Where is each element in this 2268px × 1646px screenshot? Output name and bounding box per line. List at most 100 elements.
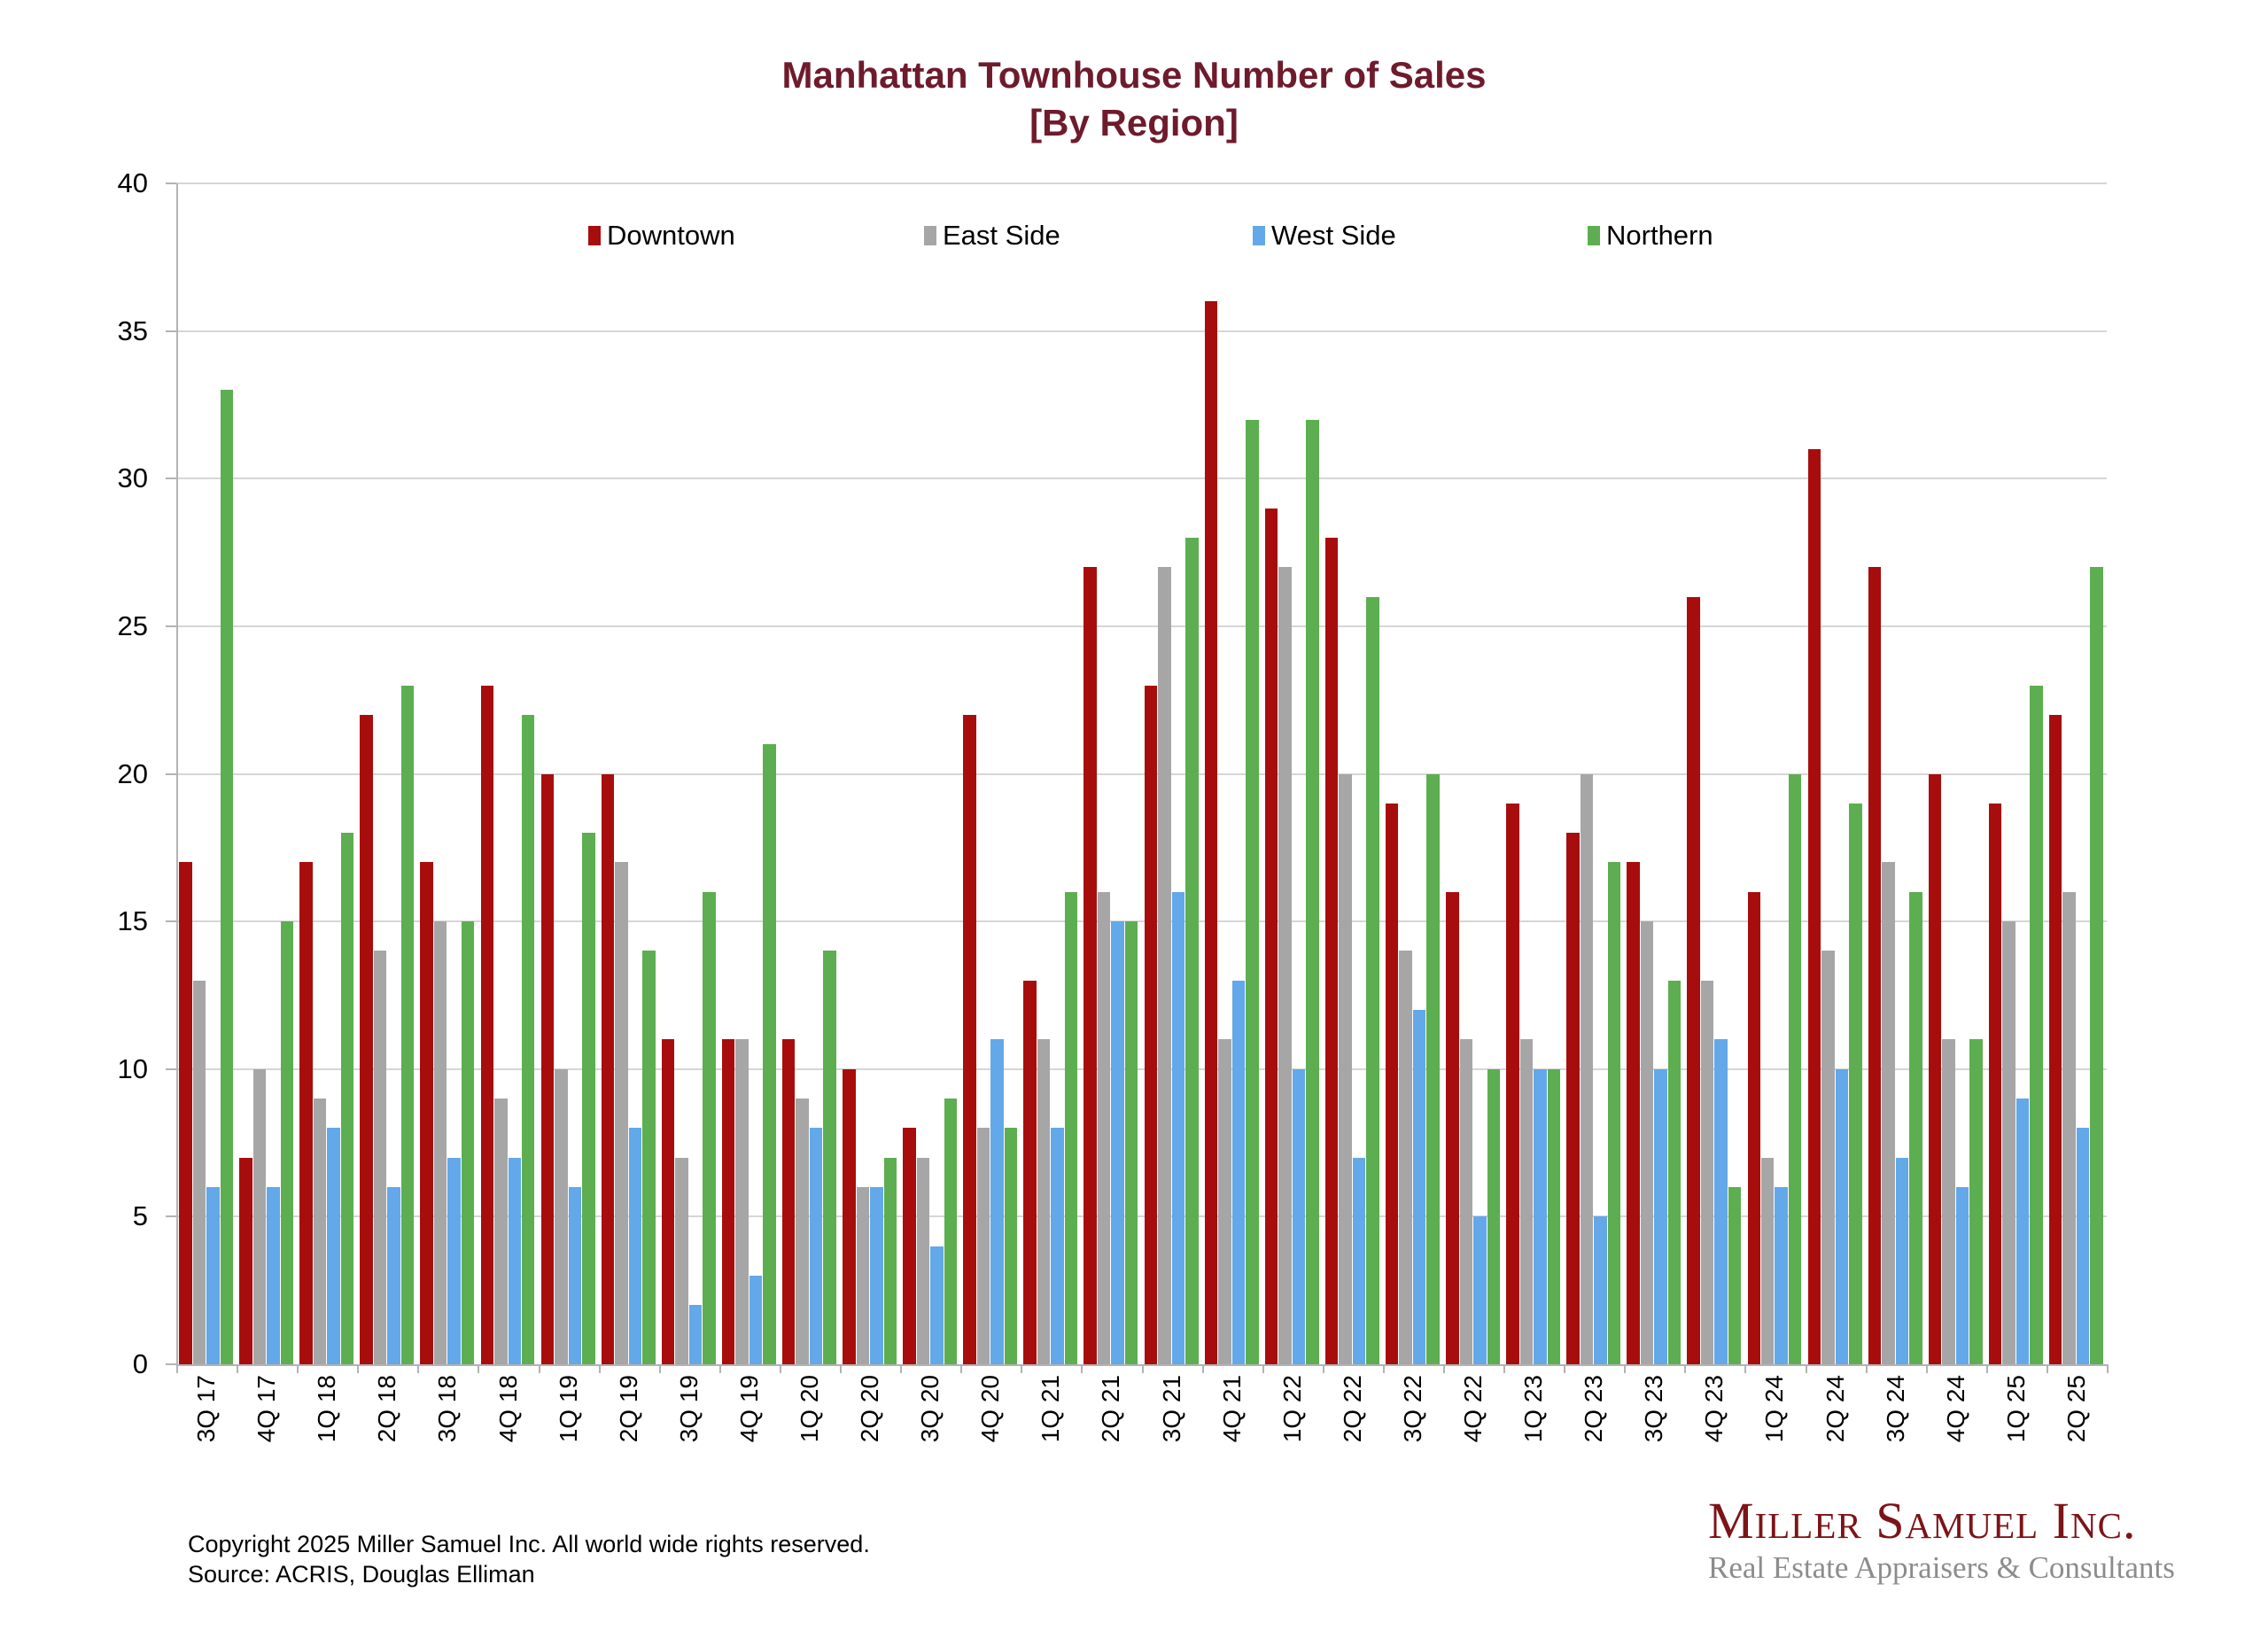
- x-tick: [1442, 1364, 1445, 1373]
- x-tick: [960, 1364, 963, 1373]
- bar-downtown-4q-17: [239, 1157, 252, 1364]
- bar-northern-4q-22: [1487, 1068, 1500, 1364]
- y-tick: [166, 477, 176, 480]
- y-tick: [166, 1363, 176, 1365]
- y-axis-label: 10: [117, 1052, 148, 1084]
- bar-northern-2q-22: [1366, 596, 1379, 1364]
- x-axis-label: 4Q 22: [1459, 1375, 1487, 1443]
- x-tick: [658, 1364, 661, 1373]
- x-axis-label: 4Q 18: [493, 1375, 522, 1443]
- bar-downtown-4q-24: [1928, 773, 1942, 1364]
- legend-label-east-side: East Side: [943, 220, 1060, 251]
- bar-downtown-3q-21: [1144, 685, 1158, 1364]
- bar-northern-3q-23: [1667, 980, 1682, 1364]
- bar-west-side-4q-17: [267, 1187, 280, 1364]
- bar-east-side-2q-23: [1580, 773, 1594, 1364]
- bar-northern-4q-18: [522, 714, 535, 1364]
- bar-east-side-4q-21: [1218, 1039, 1231, 1364]
- bar-east-side-4q-23: [1700, 980, 1714, 1364]
- x-tick: [718, 1364, 721, 1373]
- bar-downtown-1q-25: [1988, 803, 2002, 1364]
- x-tick: [779, 1364, 781, 1373]
- bar-west-side-1q-21: [1051, 1128, 1064, 1364]
- bar-east-side-1q-19: [555, 1068, 568, 1364]
- x-axis-label: 2Q 18: [373, 1375, 401, 1443]
- x-axis-label: 1Q 21: [1037, 1375, 1065, 1443]
- bar-downtown-2q-20: [843, 1068, 856, 1364]
- footer: Copyright 2025 Miller Samuel Inc. All wo…: [188, 1529, 870, 1589]
- x-tick: [1201, 1364, 1204, 1373]
- bar-downtown-1q-23: [1506, 803, 1519, 1364]
- bar-downtown-4q-23: [1687, 596, 1700, 1364]
- y-gridline: [176, 182, 2107, 184]
- bar-east-side-1q-23: [1519, 1039, 1534, 1364]
- footer-copyright: Copyright 2025 Miller Samuel Inc. All wo…: [188, 1531, 870, 1557]
- bar-northern-4q-17: [280, 921, 294, 1364]
- x-tick: [417, 1364, 420, 1373]
- bar-northern-3q-17: [220, 390, 234, 1364]
- y-axis-label: 30: [117, 462, 148, 494]
- x-tick: [1624, 1364, 1627, 1373]
- bar-downtown-3q-22: [1385, 803, 1399, 1364]
- bar-downtown-2q-22: [1324, 537, 1339, 1364]
- y-gridline: [176, 1215, 2107, 1218]
- bar-downtown-1q-21: [1023, 980, 1037, 1364]
- x-axis-label: 1Q 18: [313, 1375, 341, 1443]
- bar-west-side-1q-23: [1534, 1068, 1547, 1364]
- bar-downtown-1q-24: [1747, 891, 1760, 1364]
- bar-northern-2q-18: [400, 685, 415, 1364]
- legend-marker-west-side: [1253, 226, 1265, 245]
- bar-northern-2q-19: [642, 951, 656, 1364]
- bar-downtown-1q-20: [782, 1039, 796, 1364]
- company-logo: Miller Samuel Inc. Real Estate Appraiser…: [1708, 1495, 2204, 1586]
- bar-west-side-2q-20: [870, 1187, 883, 1364]
- bar-downtown-4q-19: [721, 1039, 735, 1364]
- bar-downtown-2q-25: [2048, 714, 2062, 1364]
- y-gridline: [176, 920, 2107, 923]
- x-axis-label: 1Q 23: [1519, 1375, 1548, 1443]
- bar-downtown-1q-19: [540, 773, 555, 1364]
- bar-northern-1q-23: [1547, 1068, 1561, 1364]
- bar-east-side-1q-22: [1278, 567, 1292, 1364]
- x-axis-label: 2Q 25: [2062, 1375, 2090, 1443]
- y-tick: [166, 1068, 176, 1070]
- x-tick: [1503, 1364, 1506, 1373]
- bar-east-side-2q-22: [1339, 773, 1352, 1364]
- bar-west-side-4q-18: [508, 1157, 521, 1364]
- bar-downtown-2q-21: [1084, 567, 1097, 1364]
- bar-west-side-3q-18: [447, 1157, 461, 1364]
- y-gridline: [176, 625, 2107, 627]
- x-axis-label: 1Q 25: [2001, 1375, 2030, 1443]
- x-axis-label: 4Q 21: [1217, 1375, 1246, 1443]
- bar-west-side-2q-25: [2076, 1128, 2090, 1364]
- x-tick: [900, 1364, 903, 1373]
- y-axis-label: 5: [132, 1200, 148, 1232]
- bar-northern-3q-19: [703, 891, 716, 1364]
- chart-title: Manhattan Townhouse Number of Sales: [781, 54, 1487, 96]
- bar-west-side-4q-19: [749, 1276, 763, 1364]
- x-tick: [1081, 1364, 1084, 1373]
- x-axis-label: 4Q 17: [252, 1375, 281, 1443]
- x-tick: [237, 1364, 239, 1373]
- bar-northern-4q-20: [1004, 1128, 1018, 1364]
- x-axis-label: 2Q 23: [1580, 1375, 1608, 1443]
- x-axis-label: 2Q 19: [614, 1375, 642, 1443]
- bar-downtown-4q-18: [480, 685, 494, 1364]
- bar-west-side-2q-23: [1594, 1216, 1607, 1364]
- y-axis-label: 20: [117, 757, 148, 789]
- legend-marker-northern: [1588, 226, 1600, 245]
- bar-west-side-1q-24: [1775, 1187, 1788, 1364]
- legend-marker-downtown: [588, 226, 601, 245]
- y-gridline: [176, 330, 2107, 332]
- x-tick: [297, 1364, 299, 1373]
- legend-label-west-side: West Side: [1271, 220, 1396, 251]
- bar-northern-1q-20: [823, 951, 836, 1364]
- bar-northern-4q-24: [1969, 1039, 1983, 1364]
- bar-northern-1q-22: [1306, 419, 1319, 1364]
- x-axis-label: 1Q 19: [554, 1375, 582, 1443]
- x-axis-label: 3Q 20: [916, 1375, 944, 1443]
- bar-northern-3q-24: [1909, 891, 1922, 1364]
- x-axis-label: 1Q 24: [1760, 1375, 1789, 1443]
- bar-downtown-4q-21: [1204, 301, 1218, 1364]
